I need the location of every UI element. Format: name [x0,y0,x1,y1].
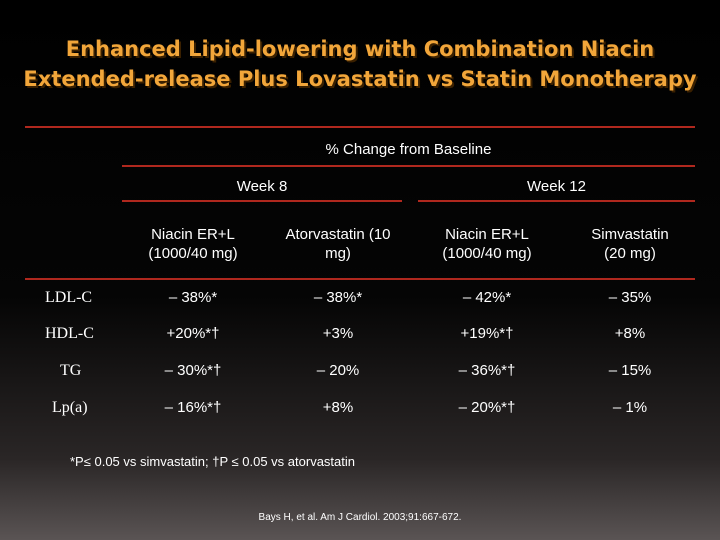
column-header-1: Niacin ER+L (1000/40 mg) [118,225,268,263]
rule-header-bottom [25,278,695,280]
column-header-1-line-1: Niacin ER+L [151,226,235,243]
row-label-hdl: HDL-C [45,325,94,342]
title-line-1: Enhanced Lipid-lowering with Combination… [65,37,655,61]
cell-ldl-3: – 42%* [462,289,512,306]
rule-super-header [122,165,695,167]
cell-tg-1: – 30%*† [164,362,222,379]
group-week-12: Week 12 [527,178,586,195]
footnote: *P≤ 0.05 vs simvastatin; †P ≤ 0.05 vs at… [70,454,355,469]
slide-title: Enhanced Lipid-lowering with Combination… [0,34,720,94]
cell-ldl-4: – 35% [608,289,652,306]
row-label-ldl: LDL-C [45,289,93,306]
column-header-1-line-2: (1000/40 mg) [148,245,238,262]
row-label-lpa: Lp(a) [52,399,88,416]
column-header-3-line-1: Niacin ER+L [445,226,529,243]
citation: Bays H, et al. Am J Cardiol. 2003;91:667… [258,512,462,523]
cell-hdl-1: +20%*† [166,325,220,342]
cell-ldl-2: – 38%* [313,289,363,306]
rule-week8 [122,200,402,202]
column-header-3-line-2: (1000/40 mg) [442,245,532,262]
cell-lpa-4: – 1% [612,399,648,416]
cell-tg-4: – 15% [608,362,652,379]
title-line-2: Extended-release Plus Lovastatin vs Stat… [23,67,697,91]
column-header-2: Atorvastatin (10 mg) [263,225,413,263]
group-week-8: Week 8 [236,178,288,195]
cell-tg-2: – 20% [316,362,360,379]
cell-hdl-2: +3% [322,325,354,342]
rule-week12 [418,200,695,202]
column-header-3: Niacin ER+L (1000/40 mg) [412,225,562,263]
cell-tg-3: – 36%*† [458,362,516,379]
cell-ldl-1: – 38%* [168,289,218,306]
column-header-2-line-2: mg) [325,245,351,262]
column-header-4-line-1: Simvastatin [591,226,669,243]
cell-lpa-2: +8% [322,399,354,416]
column-header-2-line-1: Atorvastatin (10 [285,226,391,243]
column-header-4-line-2: (20 mg) [604,245,656,262]
cell-lpa-1: – 16%*† [164,399,222,416]
row-label-tg: TG [60,362,82,379]
cell-lpa-3: – 20%*† [458,399,516,416]
super-header: % Change from Baseline [325,141,492,158]
column-header-4: Simvastatin (20 mg) [555,225,705,263]
cell-hdl-3: +19%*† [460,325,514,342]
cell-hdl-4: +8% [614,325,646,342]
rule-top [25,126,695,128]
